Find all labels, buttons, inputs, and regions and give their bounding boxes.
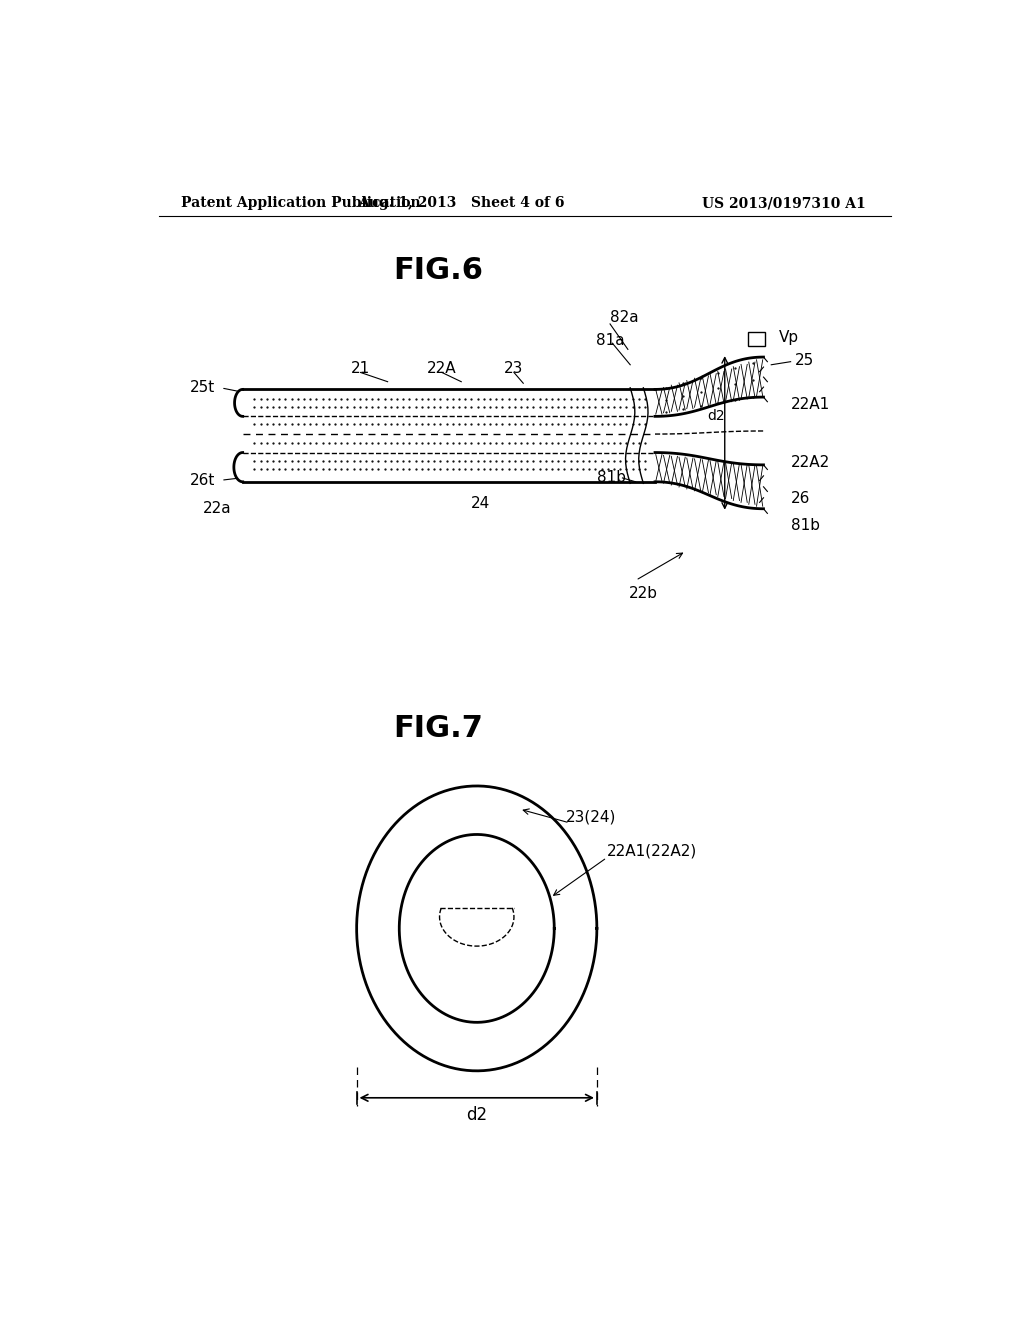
Text: 81b: 81b bbox=[791, 519, 819, 533]
Text: 21: 21 bbox=[351, 362, 370, 376]
Text: 82a: 82a bbox=[610, 310, 639, 325]
Text: d2: d2 bbox=[708, 409, 725, 424]
Text: Vp: Vp bbox=[779, 330, 799, 345]
Text: Patent Application Publication: Patent Application Publication bbox=[180, 197, 420, 210]
Text: 22a: 22a bbox=[203, 502, 231, 516]
Text: 81b: 81b bbox=[597, 470, 626, 486]
Text: d2: d2 bbox=[466, 1106, 487, 1123]
Text: 24: 24 bbox=[471, 496, 490, 511]
Text: 23: 23 bbox=[504, 362, 523, 376]
Text: Aug. 1, 2013   Sheet 4 of 6: Aug. 1, 2013 Sheet 4 of 6 bbox=[358, 197, 564, 210]
Text: 23(24): 23(24) bbox=[566, 809, 616, 824]
Text: 22b: 22b bbox=[629, 586, 657, 601]
Text: 22A2: 22A2 bbox=[791, 455, 829, 470]
FancyBboxPatch shape bbox=[748, 331, 765, 346]
Text: 22A: 22A bbox=[427, 362, 457, 376]
Text: FIG.7: FIG.7 bbox=[393, 714, 483, 743]
Text: 22A1(22A2): 22A1(22A2) bbox=[607, 843, 697, 859]
Text: 22A1: 22A1 bbox=[791, 397, 829, 412]
Text: 25t: 25t bbox=[190, 380, 216, 396]
Text: 81a: 81a bbox=[596, 333, 625, 347]
Text: FIG.6: FIG.6 bbox=[393, 256, 483, 285]
Text: 26: 26 bbox=[791, 491, 810, 507]
Text: 25: 25 bbox=[795, 352, 814, 368]
Text: US 2013/0197310 A1: US 2013/0197310 A1 bbox=[701, 197, 865, 210]
Text: 26t: 26t bbox=[190, 473, 216, 488]
